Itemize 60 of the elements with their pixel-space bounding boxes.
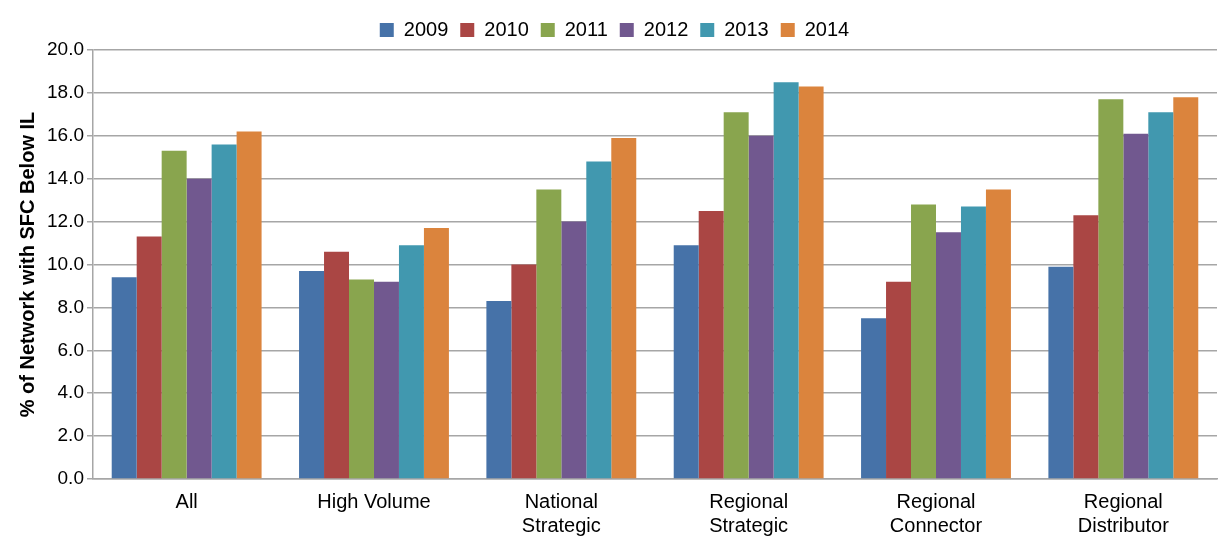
- bar: [324, 251, 350, 479]
- bar: [349, 279, 374, 479]
- bar: [586, 161, 612, 479]
- y-tick-label: 20.0: [47, 38, 84, 60]
- bar: [748, 135, 774, 479]
- bar: [698, 210, 724, 479]
- bar: [111, 277, 137, 479]
- bar: [211, 144, 237, 479]
- x-tick-label: Regional Distributor: [1077, 489, 1170, 536]
- y-tick-label: 14.0: [47, 166, 84, 188]
- legend-label: 2010: [484, 17, 529, 40]
- y-tick-label: 2.0: [57, 424, 84, 446]
- y-tick-label: 4.0: [57, 381, 84, 403]
- x-tick-label: High Volume: [317, 489, 431, 512]
- y-tick-label: 8.0: [57, 295, 84, 317]
- bar: [611, 137, 637, 479]
- bar: [236, 131, 262, 479]
- bar: [861, 318, 887, 479]
- y-axis-title: % of Network with SFC Below IL: [15, 111, 38, 418]
- bar: [911, 204, 936, 479]
- y-tick-label: 0.0: [57, 467, 84, 489]
- x-tick-label: Regional Strategic: [709, 489, 789, 536]
- bar: [1148, 112, 1174, 479]
- bar: [1123, 133, 1149, 479]
- bar: [186, 178, 212, 479]
- bar: [798, 86, 824, 479]
- bar: [486, 300, 512, 479]
- y-tick-label: 16.0: [47, 124, 84, 146]
- bar: [373, 281, 399, 479]
- bar: [1098, 99, 1124, 479]
- bar: [936, 232, 961, 479]
- legend-label: 2014: [804, 17, 850, 40]
- legend-label: 2009: [403, 17, 449, 40]
- bar: [1073, 215, 1099, 479]
- y-tick-label: 18.0: [47, 81, 84, 103]
- bar: [161, 150, 187, 479]
- legend-label: 2012: [643, 17, 689, 40]
- y-tick-label: 6.0: [57, 338, 84, 360]
- bar: [136, 236, 162, 479]
- bar: [536, 189, 562, 479]
- bar: [1173, 97, 1199, 479]
- bar: [773, 82, 799, 479]
- bar: [511, 264, 537, 479]
- legend-label: 2013: [724, 17, 769, 40]
- bar: [723, 112, 749, 479]
- bar: [960, 206, 986, 479]
- bar: [561, 221, 587, 479]
- bar: [886, 281, 912, 479]
- bar: [1048, 266, 1074, 479]
- x-tick-label: All: [175, 489, 198, 512]
- bar: [423, 228, 449, 479]
- legend-label: 2011: [564, 17, 608, 40]
- bar: [673, 245, 699, 479]
- y-tick-label: 10.0: [47, 252, 84, 274]
- bar: [398, 245, 424, 479]
- y-tick-label: 12.0: [47, 209, 84, 231]
- x-tick-label: Regional Connector: [889, 489, 983, 536]
- x-tick-label: National Strategic: [521, 489, 601, 536]
- bar: [985, 189, 1011, 479]
- bar: [299, 270, 325, 479]
